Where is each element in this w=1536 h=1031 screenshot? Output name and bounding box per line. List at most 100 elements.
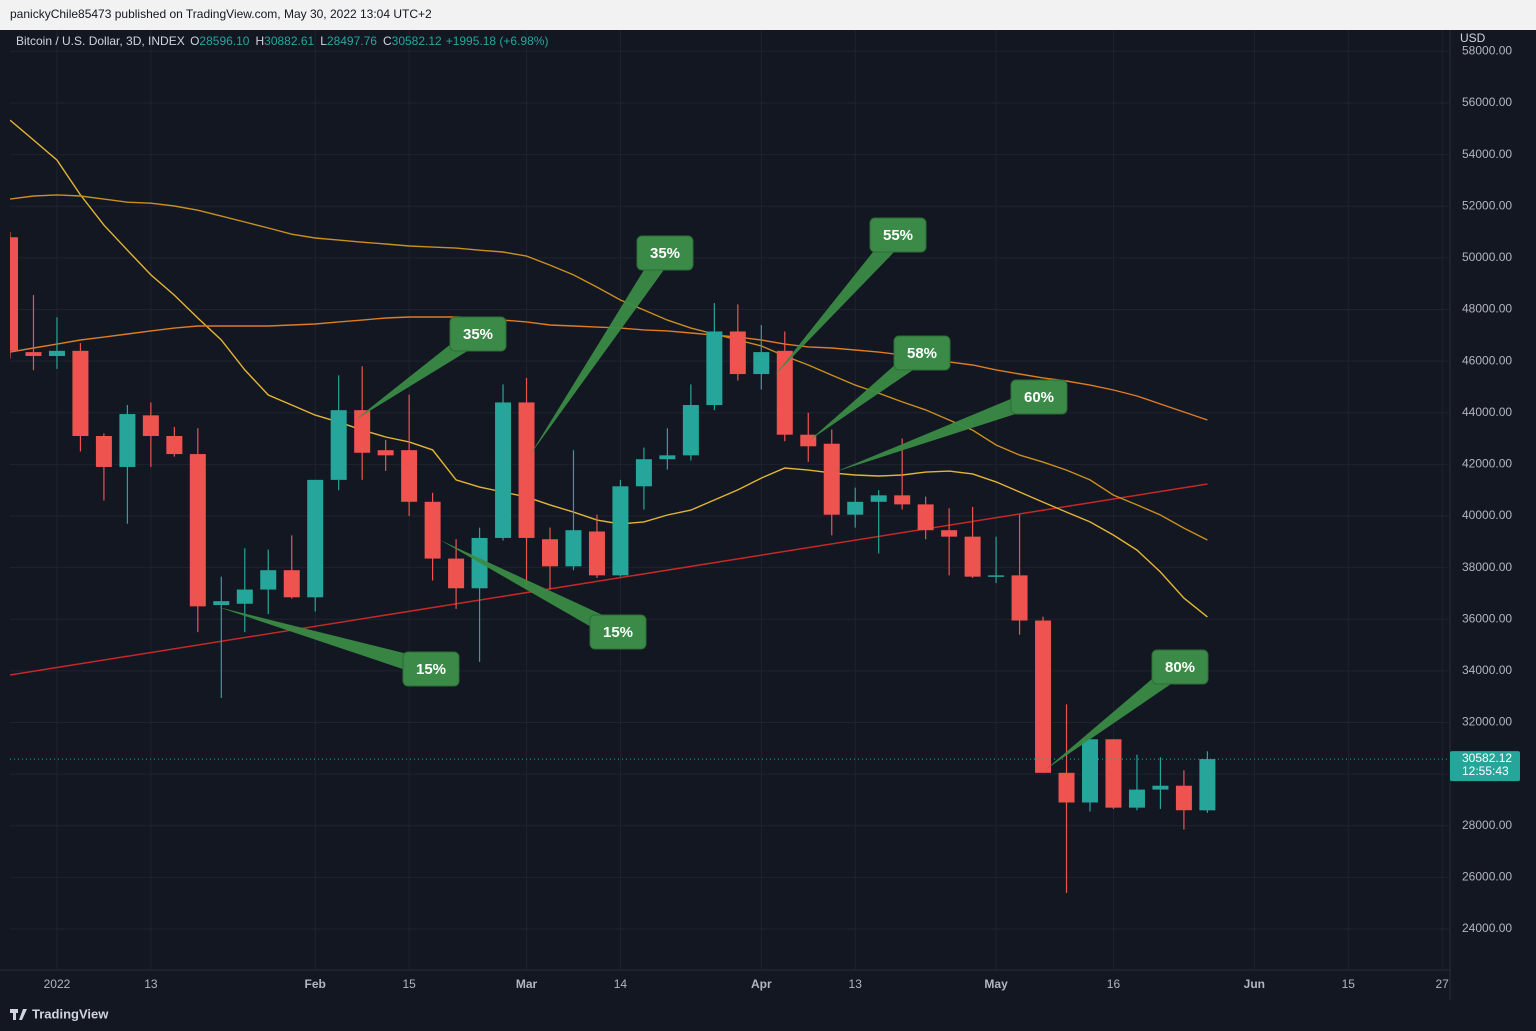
- candle: [1058, 704, 1075, 893]
- candle-body: [588, 531, 605, 576]
- y-tick-label: 52000.00: [1462, 198, 1512, 212]
- candle-body: [964, 536, 981, 577]
- candle-body: [495, 402, 512, 538]
- candle-body: [847, 501, 864, 515]
- footer-logo: [10, 1009, 27, 1020]
- candle-body: [729, 331, 746, 375]
- trendline: [10, 483, 1208, 676]
- candle-body: [635, 459, 652, 487]
- candle-body: [1082, 739, 1098, 803]
- candle-body: [424, 501, 441, 559]
- candle: [330, 375, 347, 491]
- candle-body: [1058, 772, 1075, 803]
- candle: [236, 548, 253, 633]
- callout-box: [1151, 649, 1209, 685]
- candle: [542, 527, 558, 590]
- candle: [213, 576, 230, 698]
- candle: [471, 527, 488, 662]
- candle-body: [917, 504, 934, 531]
- y-tick-label: 54000.00: [1462, 147, 1512, 161]
- candle-body: [401, 450, 418, 502]
- candle: [119, 405, 136, 524]
- countdown: 12:55:43: [1462, 764, 1509, 778]
- candle: [166, 426, 183, 457]
- candle-body: [988, 575, 1005, 577]
- y-tick-label: 32000.00: [1462, 715, 1512, 729]
- callout-box: [1010, 379, 1068, 415]
- candle: [142, 402, 159, 467]
- ohlc-value: 28596.10: [199, 34, 250, 48]
- candle-body: [1199, 759, 1216, 811]
- callout-pointer: [775, 229, 905, 375]
- callout-label: 80%: [1165, 659, 1195, 676]
- candle-body: [142, 415, 159, 436]
- ohlc-value: 30582.12: [391, 34, 442, 48]
- candle: [800, 412, 817, 462]
- candle: [189, 428, 206, 633]
- callout: 80%: [1045, 649, 1209, 770]
- callout-label: 15%: [603, 624, 633, 641]
- candle: [354, 366, 371, 480]
- candle: [1152, 757, 1169, 809]
- x-tick-label: 14: [614, 977, 628, 991]
- callout-pointer: [218, 607, 434, 678]
- candle-body: [941, 530, 958, 537]
- x-tick-label: 15: [402, 977, 416, 991]
- candle: [753, 325, 770, 390]
- callout-label: 55%: [883, 227, 913, 244]
- callout: 60%: [835, 379, 1068, 472]
- candle: [25, 295, 42, 371]
- candle: [495, 384, 512, 541]
- y-tick-label: 44000.00: [1462, 405, 1512, 419]
- grid: [10, 30, 1450, 970]
- candle: [10, 232, 18, 359]
- candle: [988, 536, 1005, 584]
- candle-body: [1175, 785, 1192, 811]
- symbol: Bitcoin / U.S. Dollar, 3D, INDEX: [16, 34, 185, 48]
- candle: [941, 508, 958, 576]
- callout-label: 35%: [650, 245, 680, 262]
- callout: 55%: [775, 217, 927, 375]
- candle: [424, 492, 441, 581]
- ohlc-value: 28497.76: [326, 34, 377, 48]
- candle-body: [753, 352, 770, 375]
- candle-body: [25, 352, 42, 356]
- y-tick-label: 40000.00: [1462, 508, 1512, 522]
- candle: [377, 439, 394, 471]
- callout-box: [893, 335, 951, 371]
- candle-body: [1035, 620, 1052, 773]
- x-tick-label: 2022: [44, 977, 71, 991]
- candle-body: [330, 410, 347, 480]
- x-tick-label: 13: [849, 977, 863, 991]
- x-tick-label: Apr: [751, 977, 772, 991]
- candle-body: [518, 402, 535, 538]
- candle: [1128, 754, 1145, 811]
- candle: [95, 433, 112, 501]
- y-tick-label: 48000.00: [1462, 302, 1512, 316]
- candle: [401, 394, 418, 517]
- candle: [1011, 514, 1028, 635]
- candle-body: [10, 237, 18, 351]
- publish-note: panickyChile85473 published on TradingVi…: [10, 7, 432, 21]
- candle-body: [377, 450, 394, 456]
- callout-label: 60%: [1024, 389, 1054, 406]
- candle: [847, 487, 864, 528]
- x-tick-label: May: [984, 977, 1008, 991]
- candle-body: [471, 537, 488, 589]
- ohlc-key: L: [320, 34, 327, 48]
- candle-body: [565, 530, 582, 567]
- callout: 15%: [440, 540, 647, 650]
- candle: [823, 429, 840, 536]
- callout: 58%: [810, 335, 951, 440]
- moving-average: [10, 119, 1208, 618]
- change: +1995.18 (+6.98%): [445, 34, 549, 48]
- candle-body: [542, 539, 558, 567]
- last-price: 30582.12: [1462, 751, 1512, 765]
- y-tick-label: 50000.00: [1462, 250, 1512, 264]
- candle-body: [1011, 575, 1028, 621]
- candle-body: [894, 495, 911, 505]
- candle-body: [682, 405, 699, 456]
- candle-body: [354, 410, 371, 453]
- last-price-box: [1450, 751, 1520, 782]
- candle-body: [800, 434, 817, 447]
